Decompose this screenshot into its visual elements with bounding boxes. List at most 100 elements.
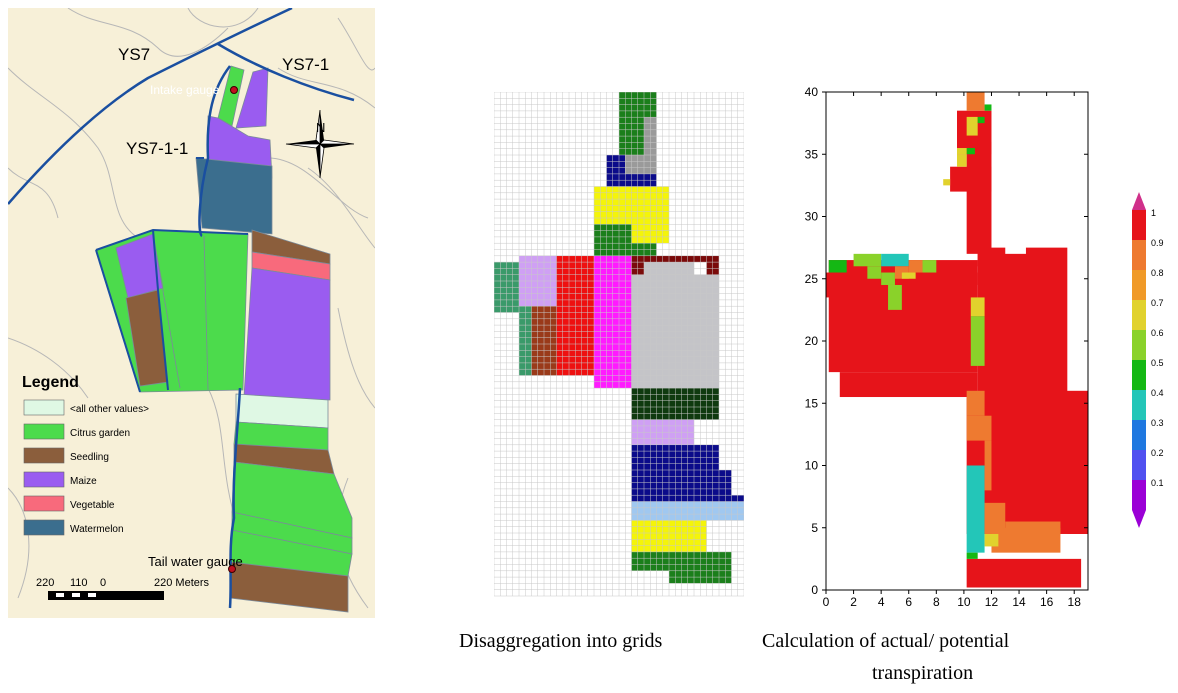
colorbar-segment [1132, 480, 1146, 510]
y-tick-label: 15 [805, 396, 819, 410]
grid-cell-block [606, 155, 626, 174]
y-tick-label: 20 [805, 334, 819, 348]
x-tick-label: 4 [878, 595, 885, 609]
canal-label-ys7-1: YS7-1 [282, 55, 329, 74]
heatmap-cell [828, 260, 978, 373]
x-tick-label: 6 [905, 595, 912, 609]
heatmap-cell [1067, 471, 1088, 534]
y-tick-label: 35 [805, 147, 819, 161]
legend-swatch [23, 471, 65, 488]
x-tick-label: 10 [957, 595, 971, 609]
legend-label: <all other values> [70, 404, 149, 415]
heatmap-cell [984, 465, 992, 491]
colorbar-segment [1132, 390, 1146, 420]
map-canvas: YS7 YS7-1 YS7-1-1 Intake gauge Tail wate… [7, 6, 376, 618]
y-tick-label: 40 [805, 85, 819, 99]
heatmap-cell [984, 440, 992, 466]
heatmap-cell [977, 116, 985, 124]
intake-gauge-marker [230, 86, 238, 94]
scale-tick-220: 220 [36, 577, 54, 589]
legend-label: Citrus garden [70, 428, 130, 439]
heatmap-cell [966, 92, 985, 111]
legend-swatch [23, 519, 65, 536]
legend-swatch [23, 495, 65, 512]
canal-label-ys7: YS7 [118, 45, 150, 64]
colorbar-min-arrow [1132, 510, 1146, 528]
y-tick-label: 30 [805, 210, 819, 224]
heatmap-cells [826, 92, 1088, 588]
x-tick-label: 0 [823, 595, 830, 609]
scale-tick-meters: 220 Meters [154, 577, 210, 589]
heatmap-cell [984, 104, 992, 111]
grid-cell-block [625, 155, 657, 174]
colorbar-max-arrow [1132, 192, 1146, 210]
heatmap-cell [966, 141, 992, 254]
field-parcels [95, 65, 353, 613]
heatmap-cell [901, 272, 916, 279]
tail-gauge-marker [228, 565, 236, 573]
colorbar-tick-label: 0.5 [1151, 358, 1164, 368]
field-maize-west [115, 233, 164, 299]
colorbar-tick-label: 0.3 [1151, 418, 1164, 428]
colorbar-segment [1132, 300, 1146, 330]
heatmap-cell [867, 266, 882, 279]
field-boundaries [95, 157, 249, 393]
scale-tick-110: 110 [70, 577, 88, 589]
heatmap-cell [966, 465, 985, 553]
heatmap-cell [966, 558, 1082, 588]
heatmap-cell [828, 260, 847, 273]
intake-gauge-label: Intake gauge [150, 83, 220, 97]
legend-label: Vegetable [70, 500, 115, 511]
canals [7, 6, 355, 609]
heatmap-cell [966, 415, 992, 441]
grid-lines [493, 91, 745, 597]
heat-caption-line1: Calculation of actual/ potential [762, 630, 1010, 652]
colorbar-tick-label: 1 [1151, 208, 1156, 218]
heatmap-cell [957, 148, 967, 155]
colorbar-tick-label: 0.7 [1151, 298, 1164, 308]
heatmap-cell [826, 272, 840, 298]
heatmap-cell [966, 552, 978, 559]
scale-tick-0: 0 [100, 577, 106, 589]
heatmap-cell [977, 272, 985, 285]
grid-caption: Disaggregation into grids [459, 630, 663, 652]
colorbar-legend: 0.1 0.2 0.3 0.4 0.5 0.6 0.7 0.8 0.9 1 [1128, 190, 1172, 530]
colorbar-segment [1132, 210, 1146, 240]
north-label: N [316, 120, 325, 135]
colorbar-tick-label: 0.9 [1151, 238, 1164, 248]
x-tick-label: 2 [850, 595, 857, 609]
heatmap-cell [970, 297, 985, 317]
heatmap-cell [853, 253, 882, 267]
heatmap-cell [957, 154, 967, 167]
colorbar-segment [1132, 330, 1146, 360]
canal-ys7-1 [217, 42, 355, 102]
heatmap-cell [943, 179, 951, 186]
colorbar-tick-label: 0.6 [1151, 328, 1164, 338]
y-tick-label: 0 [811, 583, 818, 597]
heatmap-chart: 0 2 4 6 8 10 12 14 16 18 0 5 10 15 20 25 30 35 40 [805, 85, 1089, 609]
grid-canvas [493, 91, 745, 597]
y-tick-label: 10 [805, 459, 819, 473]
colorbar-segment [1132, 240, 1146, 270]
heatmap-cell [881, 272, 895, 285]
heat-caption-line2: transpiration [872, 662, 974, 684]
heatmap-cell [888, 284, 902, 310]
heatmap-cell [839, 372, 978, 398]
x-tick-label: 8 [933, 595, 940, 609]
x-tick-label: 12 [985, 595, 999, 609]
colorbar-tick-label: 0.2 [1151, 448, 1164, 458]
field-maize-central [243, 267, 331, 401]
heatmap-cell [950, 166, 992, 192]
heatmap-cell [970, 316, 985, 366]
heatmap-cell [977, 253, 1047, 429]
field-watermelon [195, 157, 273, 235]
x-tick-label: 14 [1012, 595, 1026, 609]
colorbar-tick-label: 0.4 [1151, 388, 1164, 398]
legend-label: Maize [70, 476, 97, 487]
x-tick-label: 16 [1040, 595, 1054, 609]
x-tick-label: 18 [1068, 595, 1082, 609]
heatmap-cell [966, 148, 975, 155]
legend-swatch [23, 399, 65, 416]
colorbar-segment [1132, 270, 1146, 300]
colorbar-segment [1132, 450, 1146, 480]
